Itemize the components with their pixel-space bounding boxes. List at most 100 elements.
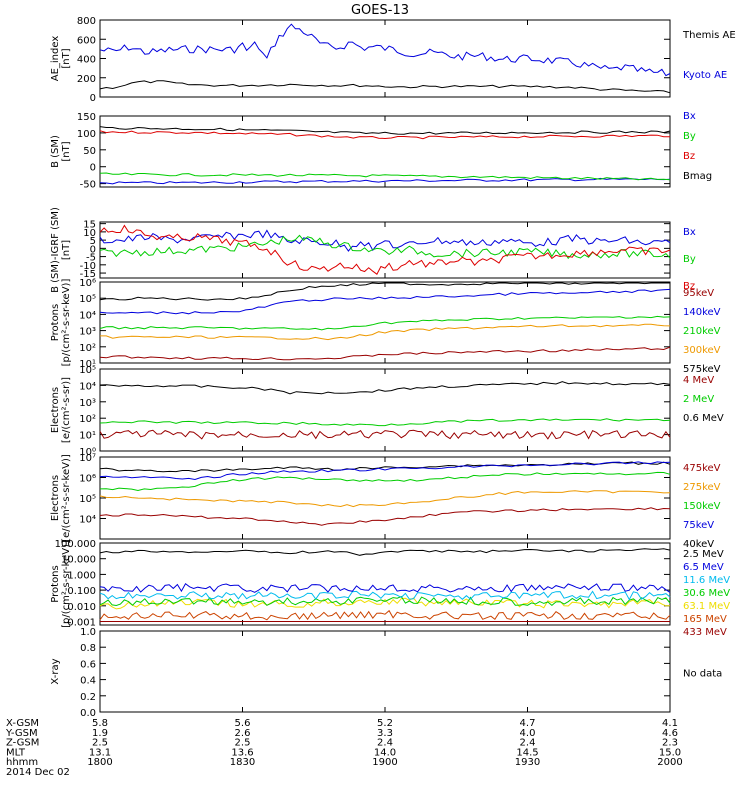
panel-7-series-30.6-mev	[99, 595, 671, 607]
panel-7-legend-30.6-mev: 30.6 MeV	[683, 588, 730, 599]
panel-2-legend-bmag: Bmag	[683, 171, 712, 182]
xaxis-row-label-y-gsm: Y-GSM	[5, 728, 38, 739]
panel-8-ytick-label: 0.4	[80, 676, 96, 687]
panel-3-legend-by: By	[683, 254, 696, 265]
panel-2-legend-bx: Bx	[683, 111, 696, 122]
panel-4-legend-95kev: 95keV	[683, 288, 714, 299]
panel-8-ytick-label: 0.0	[80, 708, 96, 719]
panel-4-legend-210kev: 210keV	[683, 326, 721, 337]
xaxis-row-value: 4.6	[662, 728, 678, 739]
panel-3-ylabel: B (SM)-IGRF (SM)	[50, 207, 61, 293]
panel-5-ylabel: Electrons	[50, 387, 61, 433]
panel-4-series-210kev	[99, 315, 671, 331]
panel-2-ytick-label: 50	[83, 146, 96, 157]
panel-1-yunit: [nT]	[61, 48, 72, 68]
panel-3-ytick-label: 15	[83, 220, 96, 231]
panel-1-series-themis-ae	[99, 80, 671, 94]
panel-4-series-575kev	[99, 282, 670, 301]
panel-6-legend-275kev: 275keV	[683, 482, 721, 493]
panel-7-legend-6.5-mev: 6.5 MeV	[683, 562, 724, 573]
panel-7-legend-433-mev: 433 MeV	[683, 627, 727, 638]
panel-7-ytick-label: 0.010	[67, 602, 96, 613]
panel-4-series-300kev	[100, 323, 671, 341]
panel-7-yunit: [p/(cm²-s-sr-keV)]	[61, 540, 72, 628]
panel-3-ytick-label: 5	[90, 236, 96, 247]
panel-1-ytick-label: 0	[90, 93, 96, 104]
panel-7-series-2.5-mev	[99, 548, 671, 556]
panel-7-series-6.5-mev	[99, 582, 671, 593]
panel-5-frame	[99, 368, 671, 452]
panel-6-series-475kev	[99, 507, 671, 526]
xaxis-row-label-x-gsm: X-GSM	[6, 718, 39, 729]
xaxis-row-value: 13.1	[89, 747, 111, 758]
panel-5-legend-0.6-mev: 0.6 MeV	[683, 413, 724, 424]
xaxis-row-value: 2.5	[92, 738, 108, 749]
panel-2-series-bz	[99, 130, 670, 140]
panel-7-ytick-label: 100.000	[55, 539, 96, 550]
panel-4-legend-575kev: 575keV	[683, 364, 721, 375]
panel-8-ylabel: X-ray	[50, 658, 61, 684]
panel-5-ytick-label: 10⁰	[79, 447, 96, 458]
xaxis-row-value: 14.5	[516, 747, 538, 758]
panel-4-series-95kev	[99, 346, 671, 361]
panel-1-frame	[99, 19, 671, 98]
panel-7-ytick-label: 0.001	[67, 618, 96, 629]
xaxis-row-value: 1830	[230, 757, 255, 768]
panel-5-legend-2-mev: 2 MeV	[683, 394, 714, 405]
xaxis-row-value: 5.2	[377, 718, 393, 729]
panel-3-ytick-label: 10	[83, 228, 96, 239]
panel-3-ytick-label: -15	[80, 269, 96, 280]
panel-8-frame	[99, 630, 671, 713]
panel-2-yunit: [nT]	[61, 141, 72, 161]
xaxis-row-label-hhmm: hhmm	[6, 757, 38, 768]
panel-6-ytick-label: 10⁶	[79, 474, 96, 485]
panel-1-ytick-label: 200	[77, 74, 96, 85]
xaxis-row-value: 2.3	[662, 738, 678, 749]
panel-7-ytick-label: 10.000	[61, 555, 96, 566]
xaxis-row-value: 2000	[657, 757, 682, 768]
xaxis-row-value: 4.1	[662, 718, 678, 729]
panel-4-ytick-label: 10⁵	[79, 294, 96, 305]
panel-6-ytick-label: 10⁴	[79, 515, 96, 526]
panel-2-series-bx	[99, 177, 671, 185]
panel-7-ytick-label: 0.100	[67, 586, 96, 597]
panel-5-ytick-label: 10²	[79, 414, 96, 425]
panel-4-legend-300kev: 300keV	[683, 345, 721, 356]
xaxis-row-value: 13.6	[231, 747, 253, 758]
panel-4-ytick-label: 10¹	[79, 359, 96, 370]
panel-6-ytick-label: 10⁷	[79, 453, 96, 464]
panel-4-yunit: [p/(cm²-s-sr-keV)]	[61, 279, 72, 367]
panel-8-note: No data	[683, 669, 722, 680]
panel-1-ylabel: AE_index	[50, 36, 61, 82]
panel-6-frame	[99, 456, 671, 540]
panel-7-legend-165-mev: 165 MeV	[683, 614, 727, 625]
xaxis-row-value: 2.4	[520, 738, 536, 749]
panel-2-legend-by: By	[683, 131, 696, 142]
panel-2-ytick-label: 0	[90, 163, 96, 174]
panel-3-legend-bx: Bx	[683, 227, 696, 238]
panel-1-ytick-label: 600	[77, 35, 96, 46]
panel-7-series-165-mev	[99, 609, 671, 621]
panel-2-ytick-label: 100	[77, 129, 96, 140]
panel-4-legend-140kev: 140keV	[683, 307, 721, 318]
panel-4-ytick-label: 10⁶	[79, 278, 96, 289]
xaxis-row-value: 3.3	[377, 728, 393, 739]
panel-3-series-by	[99, 234, 671, 260]
xaxis-row-value: 4.7	[520, 718, 536, 729]
panel-5-series-2-mev	[99, 418, 671, 427]
xaxis-row-value: 5.8	[92, 718, 108, 729]
panel-6-legend-40kev: 40keV	[683, 539, 714, 550]
panel-6-yunit: [e/(cm²-s-sr-keV)]	[61, 454, 72, 542]
panel-6-series-150kev	[99, 471, 671, 492]
panel-5-ytick-label: 10⁴	[79, 381, 96, 392]
xaxis-row-value: 1930	[515, 757, 540, 768]
xaxis-row-value: 14.0	[374, 747, 396, 758]
xaxis-row-value: 5.6	[235, 718, 251, 729]
panel-1-legend-kyoto-ae: Kyoto AE	[683, 70, 727, 81]
panel-7-legend-2.5-mev: 2.5 MeV	[683, 549, 724, 560]
panel-2-series-by	[99, 172, 671, 181]
panel-1-ytick-label: 400	[77, 55, 96, 66]
plot-title: GOES-13	[351, 3, 409, 18]
panel-5-ytick-label: 10¹	[79, 431, 96, 442]
panel-8-ytick-label: 0.6	[80, 659, 96, 670]
